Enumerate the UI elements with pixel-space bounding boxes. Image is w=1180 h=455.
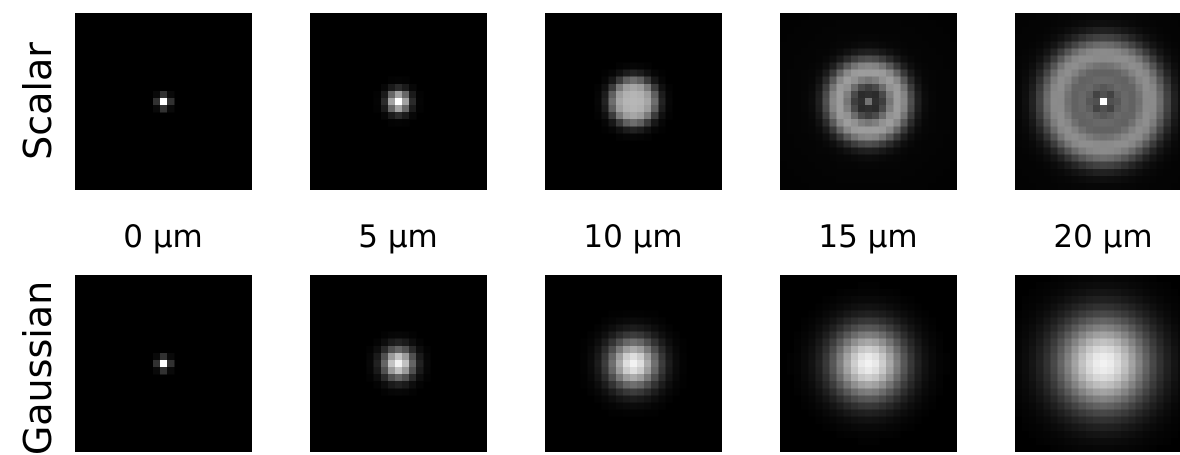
gaussian-psf-20um bbox=[1015, 275, 1180, 452]
psf-image bbox=[1015, 275, 1180, 452]
scalar-psf-15um bbox=[780, 13, 957, 190]
depth-label-5: 5 µm bbox=[358, 219, 438, 255]
gaussian-psf-15um bbox=[780, 275, 957, 452]
psf-image bbox=[366, 331, 431, 396]
gaussian-psf-0um bbox=[75, 275, 252, 452]
psf-image bbox=[152, 90, 175, 113]
depth-label-15: 15 µm bbox=[818, 219, 918, 255]
gaussian-psf-10um bbox=[545, 275, 722, 452]
psf-image bbox=[373, 76, 424, 127]
gaussian-psf-5um bbox=[310, 275, 487, 452]
psf-image bbox=[580, 310, 687, 417]
psf-image bbox=[787, 282, 951, 446]
scalar-psf-20um bbox=[1015, 13, 1180, 190]
depth-label-0: 0 µm bbox=[123, 219, 203, 255]
psf-image bbox=[1015, 13, 1180, 190]
psf-image bbox=[152, 352, 175, 375]
psf-image bbox=[780, 13, 957, 190]
scalar-psf-0um bbox=[75, 13, 252, 190]
scalar-psf-5um bbox=[310, 13, 487, 190]
depth-label-20: 20 µm bbox=[1053, 219, 1153, 255]
psf-image bbox=[594, 62, 673, 141]
scalar-psf-10um bbox=[545, 13, 722, 190]
depth-label-10: 10 µm bbox=[583, 219, 683, 255]
